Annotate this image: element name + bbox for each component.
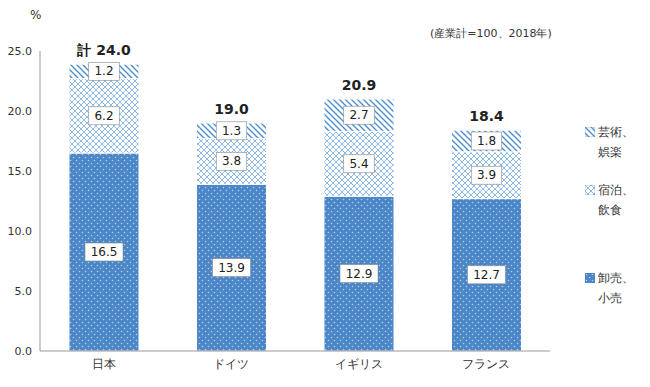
svg-text:10.0: 10.0 [8, 225, 32, 238]
svg-text:12.7: 12.7 [473, 268, 500, 282]
svg-text:ドイツ: ドイツ [213, 357, 249, 371]
html-text:飲食: 飲食 [598, 203, 622, 217]
svg-text:日本: 日本 [92, 357, 116, 371]
svg-text:19.0: 19.0 [214, 101, 249, 117]
svg-text:3.9: 3.9 [477, 168, 496, 182]
svg-text:5.4: 5.4 [349, 157, 368, 171]
svg-text:1.3: 1.3 [222, 124, 241, 138]
html-text:芸術、: 芸術、 [598, 125, 634, 139]
svg-text:3.8: 3.8 [222, 154, 241, 168]
html-text:宿泊、: 宿泊、 [598, 183, 634, 197]
svg-text:2.7: 2.7 [349, 108, 368, 122]
svg-text:15.0: 15.0 [8, 165, 32, 178]
svg-text:13.9: 13.9 [218, 261, 245, 275]
svg-text:20.0: 20.0 [8, 105, 32, 118]
svg-text:20.9: 20.9 [342, 77, 377, 93]
svg-text:イギリス: イギリス [335, 357, 383, 371]
svg-text:計 24.0: 計 24.0 [76, 42, 131, 58]
svg-text:1.2: 1.2 [94, 64, 113, 78]
html-text:卸売、: 卸売、 [598, 271, 634, 285]
svg-text:16.5: 16.5 [91, 245, 118, 259]
svg-text:25.0: 25.0 [8, 45, 32, 58]
svg-text:フランス: フランス [462, 357, 510, 371]
svg-text:0.0: 0.0 [15, 345, 33, 358]
html-text:小売: 小売 [598, 291, 622, 305]
svg-text:18.4: 18.4 [469, 108, 504, 124]
svg-text:1.8: 1.8 [477, 134, 496, 148]
svg-text:5.0: 5.0 [15, 285, 33, 298]
svg-text:6.2: 6.2 [94, 109, 113, 123]
html-text:(産業計=100、2018年): (産業計=100、2018年) [430, 27, 552, 40]
html-text:娯楽: 娯楽 [598, 145, 622, 159]
svg-text:12.9: 12.9 [346, 267, 373, 281]
